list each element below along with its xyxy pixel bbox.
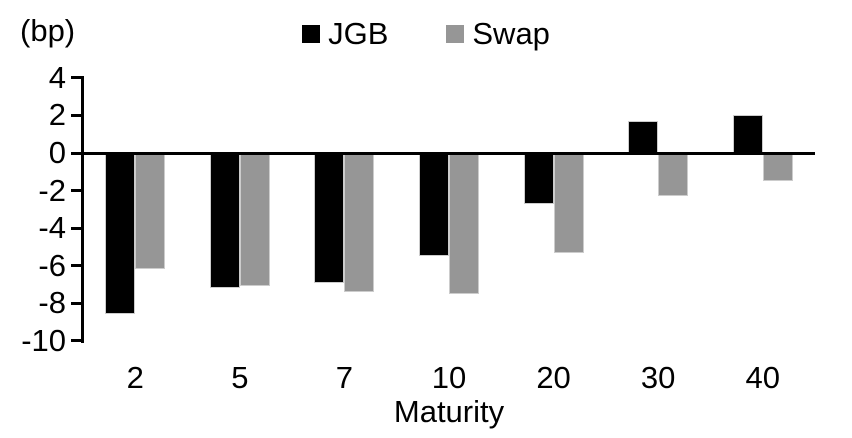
bar-swap-2 <box>135 153 166 270</box>
y-tick-mark <box>71 151 83 155</box>
y-tick-mark <box>71 339 83 343</box>
y-tick-label: -2 <box>38 172 66 208</box>
y-tick-mark <box>71 76 83 80</box>
x-category-label: 20 <box>536 360 571 395</box>
legend-label: Swap <box>472 16 550 51</box>
y-tick-mark <box>71 189 83 193</box>
y-tick-label: -10 <box>21 322 66 358</box>
bar-jgb-20 <box>523 153 554 204</box>
y-tick-label: -6 <box>38 247 66 283</box>
legend-swatch-swap <box>446 25 465 43</box>
legend: JGB Swap <box>0 16 852 52</box>
bar-jgb-10 <box>419 153 449 257</box>
bar-jgb-5 <box>209 153 240 289</box>
y-tick-mark <box>71 301 83 305</box>
bar-swap-7 <box>344 153 375 292</box>
y-tick-label: 4 <box>48 59 66 95</box>
bar-swap-40 <box>762 153 793 182</box>
x-category-label: 40 <box>745 360 780 395</box>
bar-swap-10 <box>449 153 479 294</box>
y-tick-label: 0 <box>48 135 66 170</box>
legend-swatch-jgb <box>302 25 321 43</box>
x-category-label: 2 <box>126 360 144 395</box>
x-category-label: 7 <box>335 360 354 395</box>
bar-jgb-7 <box>314 153 345 283</box>
y-axis-line <box>81 76 84 343</box>
bar-swap-20 <box>553 153 584 253</box>
y-tick-label: -4 <box>38 210 66 246</box>
bar-swap-30 <box>658 153 689 197</box>
legend-item-swap: Swap <box>446 16 550 52</box>
y-tick-label: 2 <box>48 97 66 133</box>
y-tick-mark <box>71 226 83 230</box>
zero-line <box>83 151 815 155</box>
bar-swap-5 <box>239 153 270 287</box>
bar-jgb-40 <box>732 115 763 153</box>
y-tick-mark <box>71 113 83 117</box>
x-category-label: 10 <box>431 360 467 395</box>
legend-item-jgb: JGB <box>302 16 388 52</box>
y-axis-unit-label: (bp) <box>20 13 76 48</box>
legend-label: JGB <box>328 16 389 51</box>
y-tick-label: -8 <box>38 285 66 321</box>
x-category-label: 30 <box>640 360 676 395</box>
x-axis-title: Maturity <box>393 394 505 429</box>
y-tick-mark <box>71 264 83 268</box>
x-category-label: 5 <box>231 360 249 395</box>
bar-jgb-30 <box>628 121 659 153</box>
bar-jgb-2 <box>105 153 136 315</box>
